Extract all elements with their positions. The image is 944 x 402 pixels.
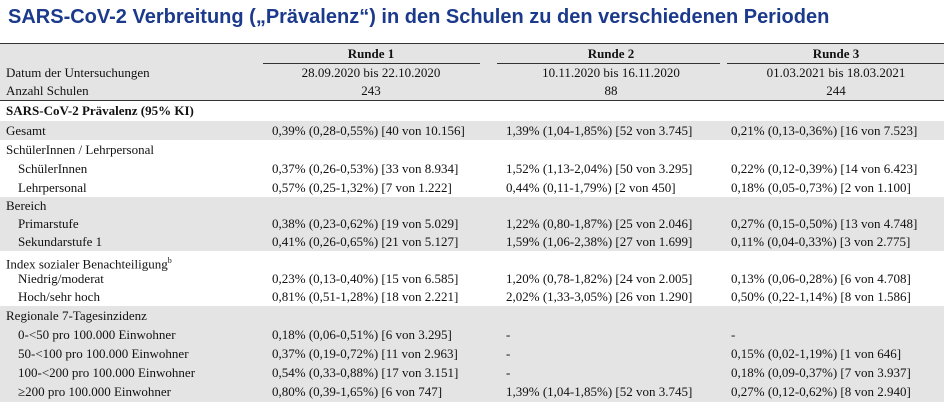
row-label: Bereich [6, 198, 47, 213]
cell: 0,22% (0,12-0,39%) [14 von 6.423] [731, 160, 918, 176]
rule [497, 63, 720, 64]
column-header: Runde 1 [347, 46, 395, 61]
row-label: ≥200 pro 100.000 Einwohner [18, 384, 172, 399]
cell: 0,37% (0,26-0,53%) [33 von 8.934] [272, 160, 459, 176]
cell: 88 [604, 82, 618, 98]
rule [263, 63, 480, 64]
cell: 0,23% (0,13-0,40%) [15 von 6.585] [272, 271, 459, 286]
column-header: Runde 2 [587, 46, 635, 61]
row-background [0, 233, 944, 251]
row-background [0, 121, 944, 140]
row-label: Sekundarstufe 1 [18, 234, 103, 249]
cell: 0,39% (0,28-0,55%) [40 von 10.156] [272, 122, 465, 138]
row-label: Lehrpersonal [18, 179, 87, 195]
cell: 0,15% (0,02-1,19%) [1 von 646] [731, 345, 902, 361]
row-label: Primarstufe [18, 216, 79, 231]
row-label: Hoch/sehr hoch [18, 289, 100, 304]
cell: - [506, 326, 511, 342]
row-label: Datum der Untersuchungen [6, 64, 150, 80]
row-label: SchülerInnen / Lehrpersonal [6, 141, 155, 157]
cell: 1,20% (0,78-1,82%) [24 von 2.005] [506, 271, 693, 286]
cell: 1,39% (1,04-1,85%) [52 von 3.745] [506, 122, 693, 138]
cell: 1,39% (1,04-1,85%) [52 von 3.745] [506, 384, 693, 399]
footnote-marker: b [167, 255, 172, 265]
cell: - [506, 345, 511, 361]
cell: 0,81% (0,51-1,28%) [18 von 2.221] [272, 289, 459, 304]
cell: 0,27% (0,12-0,62%) [8 von 2.940] [731, 384, 911, 399]
row-background [0, 306, 944, 325]
cell: 0,37% (0,19-0,72%) [11 von 2.963] [272, 345, 458, 361]
row-background [0, 325, 944, 344]
cell: 0,11% (0,04-0,33%) [3 von 2.775] [731, 234, 911, 249]
cell: 244 [826, 82, 846, 98]
cell: - [731, 326, 736, 342]
cell: 10.11.2020 bis 16.11.2020 [542, 64, 680, 80]
cell: 243 [361, 82, 381, 98]
cell: 0,50% (0,22-1,14%) [8 von 1.586] [731, 289, 911, 304]
row-label: Index sozialer Benachteiligungb [6, 255, 172, 271]
row-label: Niedrig/moderat [18, 271, 104, 286]
row-background [0, 215, 944, 233]
row-background [0, 363, 944, 382]
row-label: 0-<50 pro 100.000 Einwohner [18, 326, 176, 342]
row-label: Gesamt [6, 122, 46, 138]
cell: 0,13% (0,06-0,28%) [6 von 4.708] [731, 271, 911, 286]
row-background [0, 64, 944, 81]
cell: 1,59% (1,06-2,38%) [27 von 1.699] [506, 234, 693, 249]
cell: 0,27% (0,15-0,50%) [13 von 4.748] [731, 216, 918, 231]
row-label: Anzahl Schulen [6, 82, 89, 98]
rule [0, 100, 944, 101]
cell: - [506, 364, 511, 380]
cell: 0,80% (0,39-1,65%) [6 von 747] [272, 384, 443, 399]
rule [0, 43, 944, 44]
row-background [0, 197, 944, 215]
column-header: Runde 3 [812, 46, 860, 61]
cell: 0,18% (0,06-0,51%) [6 von 3.295] [272, 326, 452, 342]
header-background [0, 44, 944, 64]
row-background [0, 382, 944, 402]
title: SARS-CoV-2 Verbreitung („Prävalenz“) in … [8, 6, 830, 28]
cell: 0,44% (0,11-1,79%) [2 von 450] [506, 179, 676, 195]
cell: 1,52% (1,13-2,04%) [50 von 3.295] [506, 160, 693, 176]
rule [727, 63, 944, 64]
cell: 1,22% (0,80-1,87%) [25 von 2.046] [506, 216, 693, 231]
cell: 01.03.2021 bis 18.03.2021 [766, 64, 906, 80]
cell: 0,57% (0,25-1,32%) [7 von 1.222] [272, 179, 452, 195]
cell: 0,54% (0,33-0,88%) [17 von 3.151] [272, 364, 459, 380]
row-label: Regionale 7-Tagesinzidenz [6, 307, 147, 323]
cell: 2,02% (1,33-3,05%) [26 von 1.290] [506, 289, 693, 304]
row-background [0, 81, 944, 100]
row-background [0, 344, 944, 363]
row-label: 50-<100 pro 100.000 Einwohner [18, 345, 189, 361]
row-label: 100-<200 pro 100.000 Einwohner [18, 364, 196, 380]
row-label: SARS-CoV-2 Prävalenz (95% KI) [6, 103, 194, 118]
cell: 0,18% (0,09-0,37%) [7 von 3.937] [731, 364, 911, 380]
cell: 28.09.2020 bis 22.10.2020 [301, 64, 441, 80]
cell: 0,41% (0,26-0,65%) [21 von 5.127] [272, 234, 459, 249]
cell: 0,18% (0,05-0,73%) [2 von 1.100] [731, 179, 911, 195]
row-label: SchülerInnen [18, 160, 88, 176]
cell: 0,21% (0,13-0,36%) [16 von 7.523] [731, 122, 918, 138]
cell: 0,38% (0,23-0,62%) [19 von 5.029] [272, 216, 459, 231]
